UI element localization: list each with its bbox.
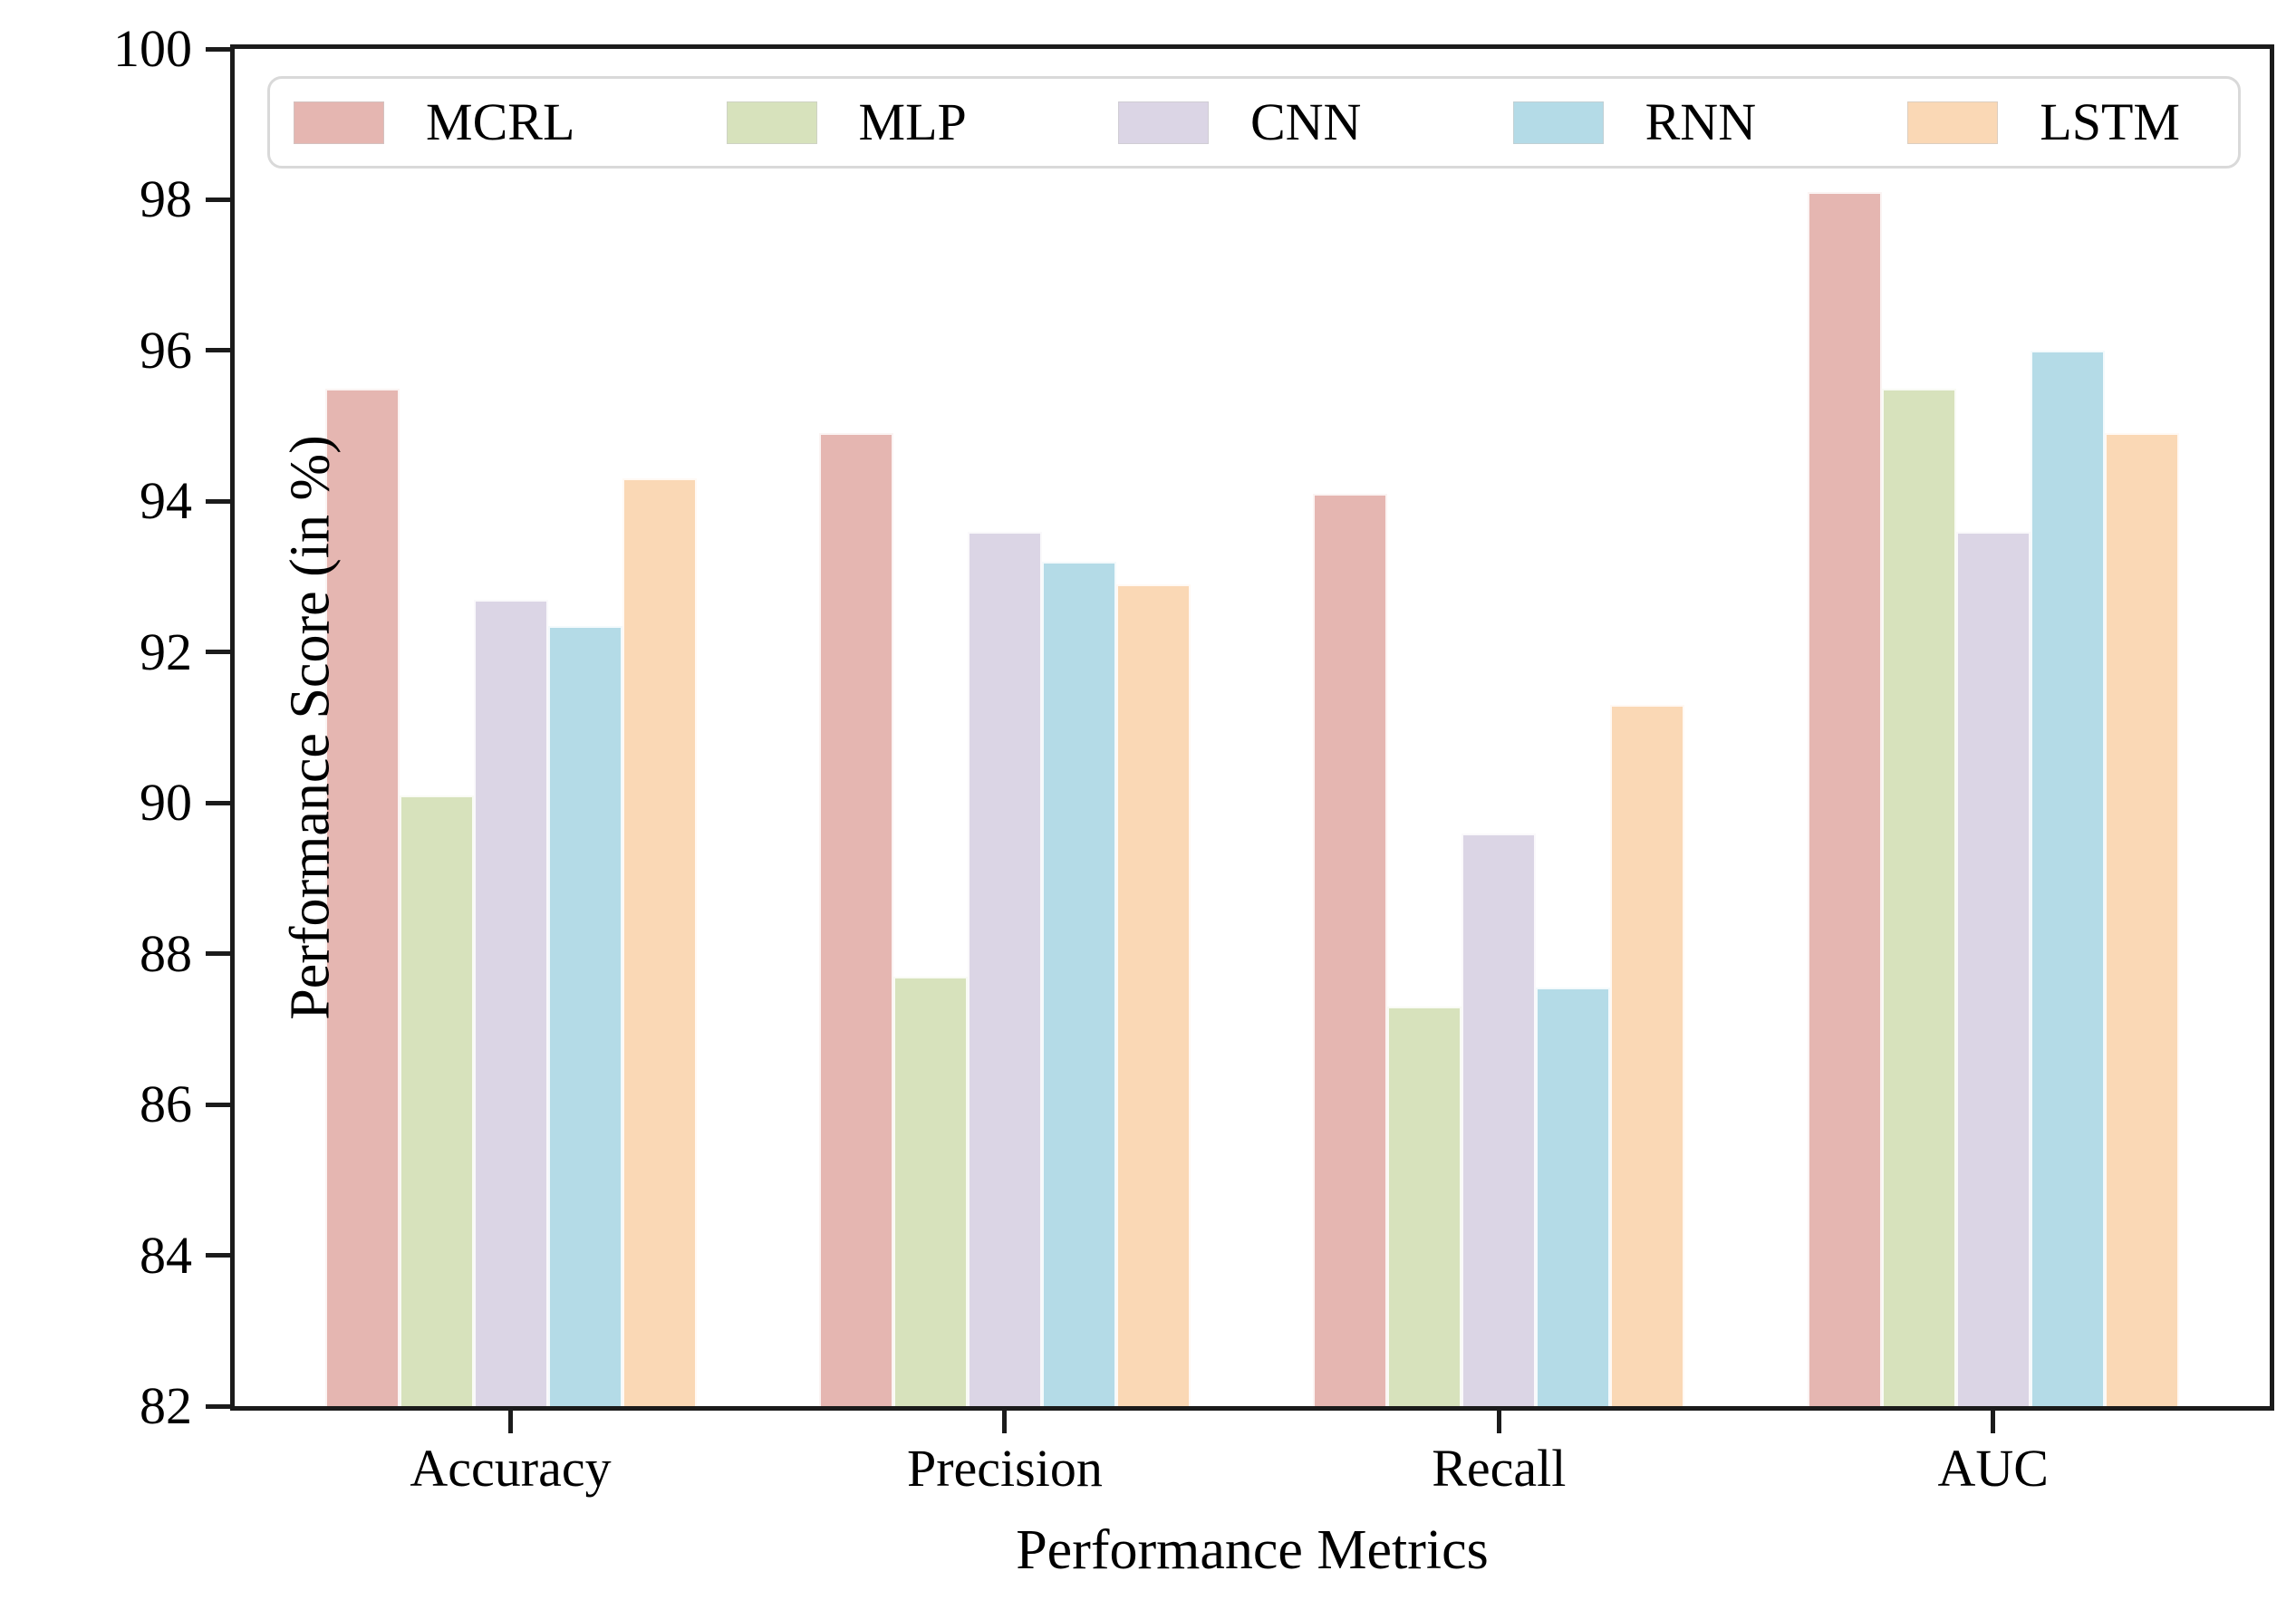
bar-mlp-recall — [1387, 1006, 1462, 1406]
bar-cnn-precision — [967, 531, 1042, 1406]
x-tick-mark-auc — [1991, 1406, 1996, 1433]
y-tick-label-86: 86 — [140, 1075, 192, 1134]
y-tick-mark-88 — [206, 951, 233, 957]
bar-lstm-auc — [2104, 433, 2179, 1406]
legend-swatch-lstm — [1907, 101, 1999, 144]
y-tick-mark-96 — [206, 348, 233, 353]
y-tick-mark-86 — [206, 1102, 233, 1107]
y-tick-mark-100 — [206, 46, 233, 52]
bar-lstm-precision — [1115, 583, 1191, 1406]
bar-mcrl-precision — [818, 433, 893, 1406]
x-tick-label-precision: Precision — [906, 1439, 1103, 1498]
y-tick-label-84: 84 — [140, 1225, 192, 1285]
bar-mcrl-accuracy — [324, 388, 400, 1406]
bar-mlp-precision — [892, 976, 968, 1406]
bar-mcrl-auc — [1807, 192, 1882, 1406]
legend-swatch-mlp — [726, 101, 817, 144]
bar-rnn-accuracy — [547, 625, 622, 1406]
legend: MCRL MLP CNN RNN LSTM — [267, 76, 2241, 169]
legend-label-mcrl: MCRL — [426, 92, 575, 151]
x-tick-mark-accuracy — [508, 1406, 513, 1433]
y-tick-mark-98 — [206, 197, 233, 202]
bar-rnn-recall — [1536, 988, 1611, 1406]
legend-label-lstm: LSTM — [2040, 92, 2180, 151]
x-tick-label-accuracy: Accuracy — [410, 1439, 612, 1498]
legend-label-rnn: RNN — [1645, 92, 1757, 151]
legend-entry-rnn: RNN — [1512, 92, 1757, 151]
y-tick-mark-82 — [206, 1403, 233, 1409]
legend-entry-cnn: CNN — [1117, 92, 1362, 151]
y-tick-label-90: 90 — [140, 773, 192, 833]
bar-cnn-recall — [1462, 833, 1537, 1406]
bar-rnn-precision — [1041, 561, 1116, 1406]
legend-entry-mlp: MLP — [726, 92, 967, 151]
legend-swatch-rnn — [1512, 101, 1604, 144]
legend-entry-mcrl: MCRL — [294, 96, 574, 149]
legend-label-mlp: MLP — [858, 92, 967, 151]
bar-cnn-auc — [1955, 531, 2031, 1406]
bar-lstm-accuracy — [622, 478, 697, 1406]
legend-swatch-cnn — [1117, 101, 1209, 144]
legend-swatch-mcrl — [294, 101, 384, 144]
y-tick-label-100: 100 — [113, 19, 192, 78]
legend-entry-lstm: LSTM — [1907, 96, 2180, 149]
y-axis-title: Performance Score (in %) — [279, 435, 342, 1020]
y-tick-label-82: 82 — [140, 1376, 192, 1435]
x-axis-title: Performance Metrics — [1016, 1519, 1489, 1581]
x-tick-mark-recall — [1496, 1406, 1501, 1433]
bar-cnn-accuracy — [473, 599, 548, 1406]
y-tick-mark-90 — [206, 800, 233, 805]
bar-lstm-recall — [1610, 705, 1685, 1406]
y-tick-label-94: 94 — [140, 471, 192, 531]
x-tick-label-auc: AUC — [1937, 1439, 2049, 1498]
y-tick-label-88: 88 — [140, 923, 192, 983]
y-tick-mark-92 — [206, 650, 233, 655]
y-tick-label-98: 98 — [140, 169, 192, 229]
y-tick-mark-84 — [206, 1253, 233, 1258]
y-tick-label-96: 96 — [140, 320, 192, 380]
x-tick-label-recall: Recall — [1432, 1439, 1567, 1498]
bar-rnn-auc — [2030, 350, 2105, 1406]
bar-mlp-accuracy — [399, 795, 474, 1406]
y-tick-mark-94 — [206, 498, 233, 504]
bar-mcrl-recall — [1313, 494, 1388, 1406]
y-tick-label-92: 92 — [140, 622, 192, 681]
legend-label-cnn: CNN — [1249, 92, 1362, 151]
x-tick-mark-precision — [1002, 1406, 1008, 1433]
bar-mlp-auc — [1881, 388, 1956, 1406]
